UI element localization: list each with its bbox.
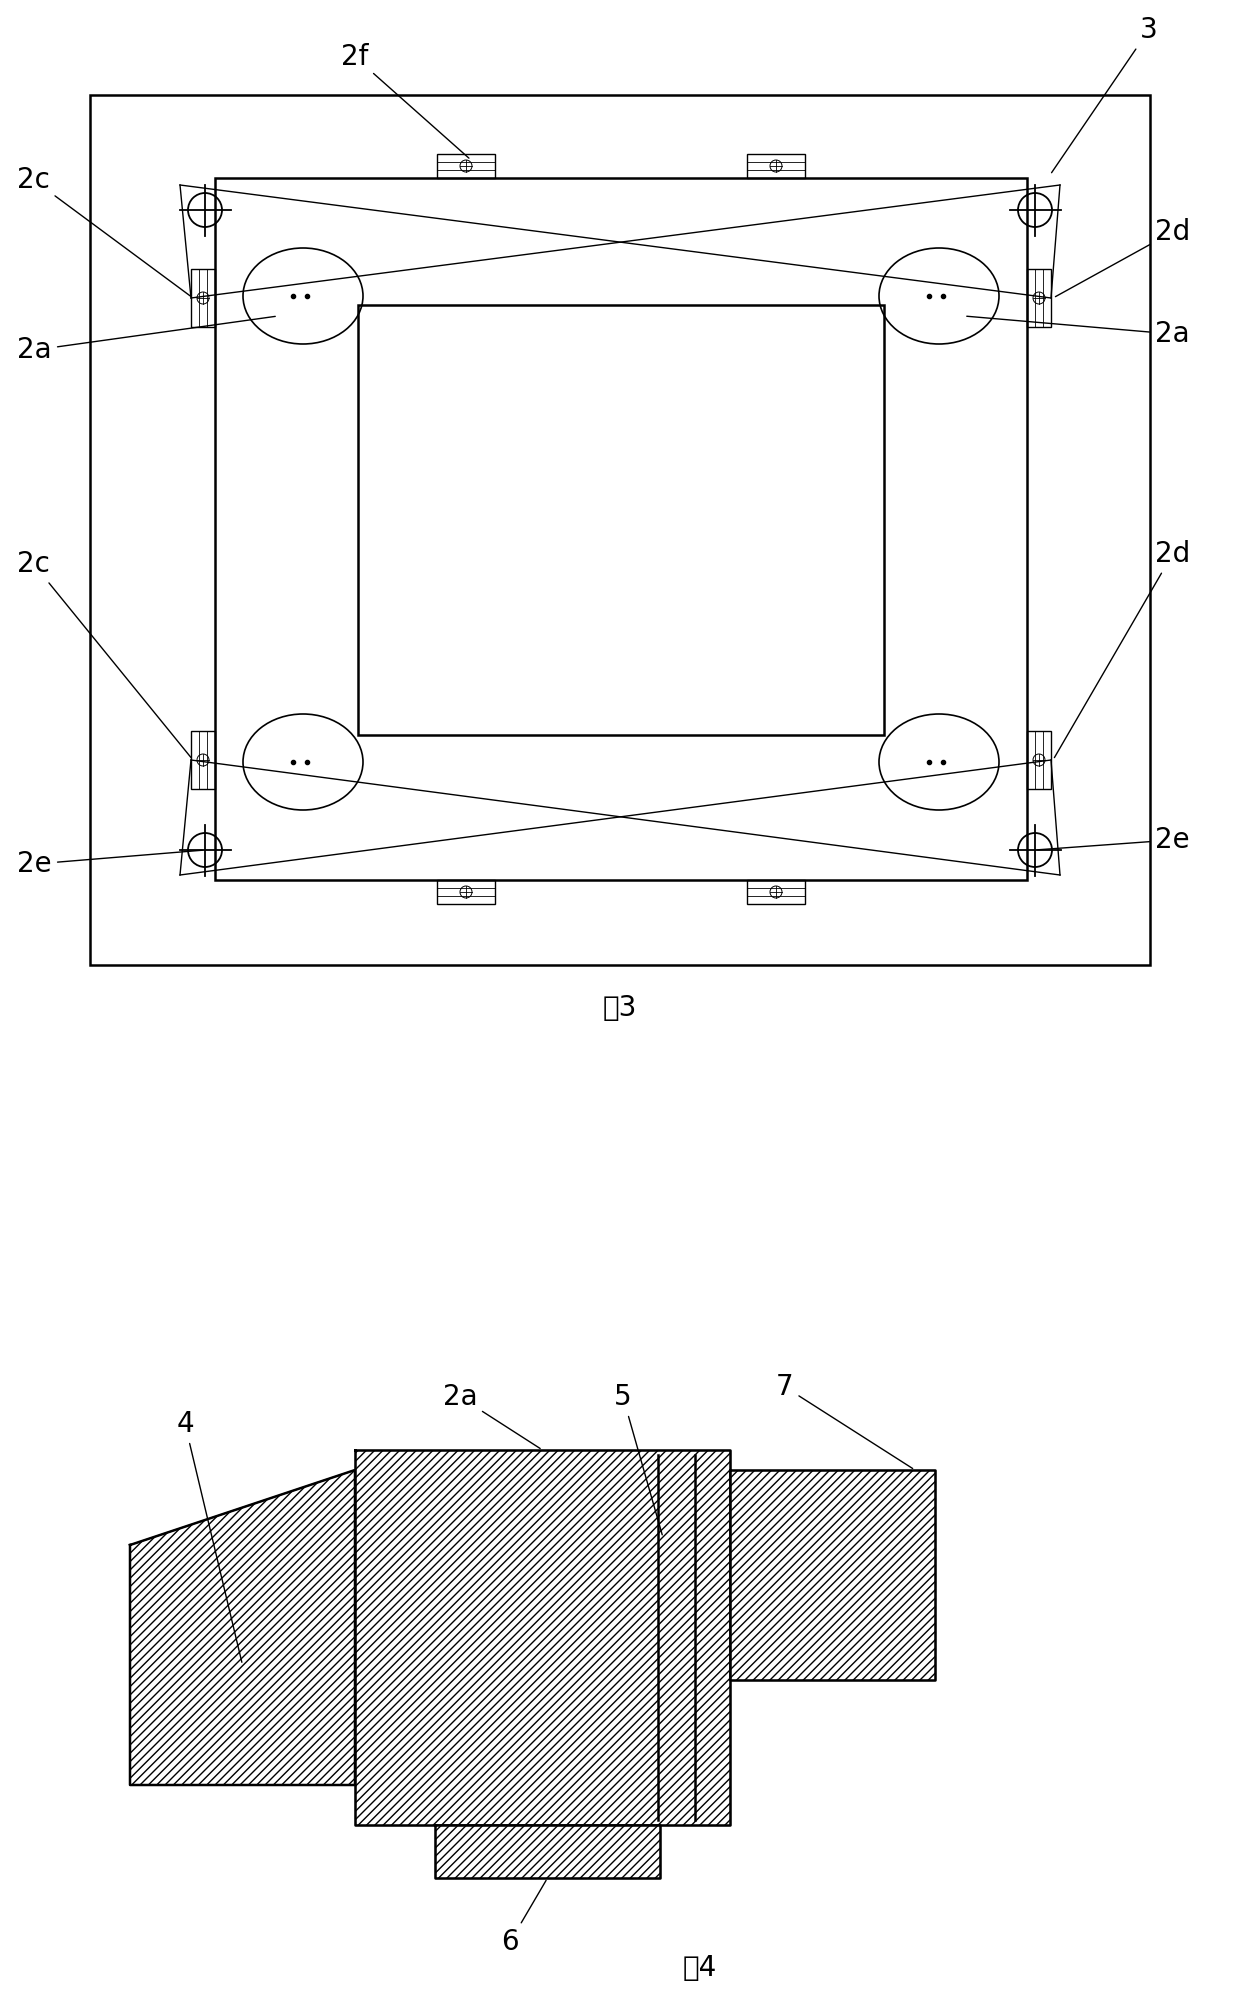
Text: 7: 7 — [776, 1372, 913, 1468]
Polygon shape — [130, 1470, 355, 1785]
Bar — [191, 268, 215, 326]
Bar — [358, 304, 884, 735]
Text: 2a: 2a — [443, 1382, 541, 1448]
Text: 2e: 2e — [17, 849, 202, 877]
Bar — [436, 154, 495, 178]
Text: 2a: 2a — [17, 316, 275, 365]
Text: 图3: 图3 — [603, 993, 637, 1022]
Text: 2e: 2e — [1038, 825, 1189, 853]
Text: 2a: 2a — [967, 316, 1189, 349]
Text: 2d: 2d — [1054, 541, 1190, 757]
Polygon shape — [730, 1470, 935, 1681]
Text: 2c: 2c — [17, 551, 191, 757]
Bar — [91, 94, 1149, 965]
Bar — [191, 731, 215, 789]
Bar — [746, 154, 805, 178]
Polygon shape — [355, 1450, 730, 1825]
Text: 4: 4 — [176, 1410, 242, 1662]
Bar — [215, 178, 1027, 879]
Text: 5: 5 — [614, 1382, 662, 1534]
Bar — [1027, 268, 1052, 326]
Text: 2d: 2d — [1055, 218, 1190, 296]
Bar — [746, 879, 805, 903]
Text: 2f: 2f — [341, 42, 469, 158]
Bar — [1027, 731, 1052, 789]
Text: 2c: 2c — [17, 166, 191, 296]
Text: 6: 6 — [501, 1881, 546, 1957]
Text: 3: 3 — [1052, 16, 1158, 172]
Bar — [436, 879, 495, 903]
Polygon shape — [435, 1825, 660, 1879]
Text: 图4: 图4 — [683, 1955, 717, 1983]
